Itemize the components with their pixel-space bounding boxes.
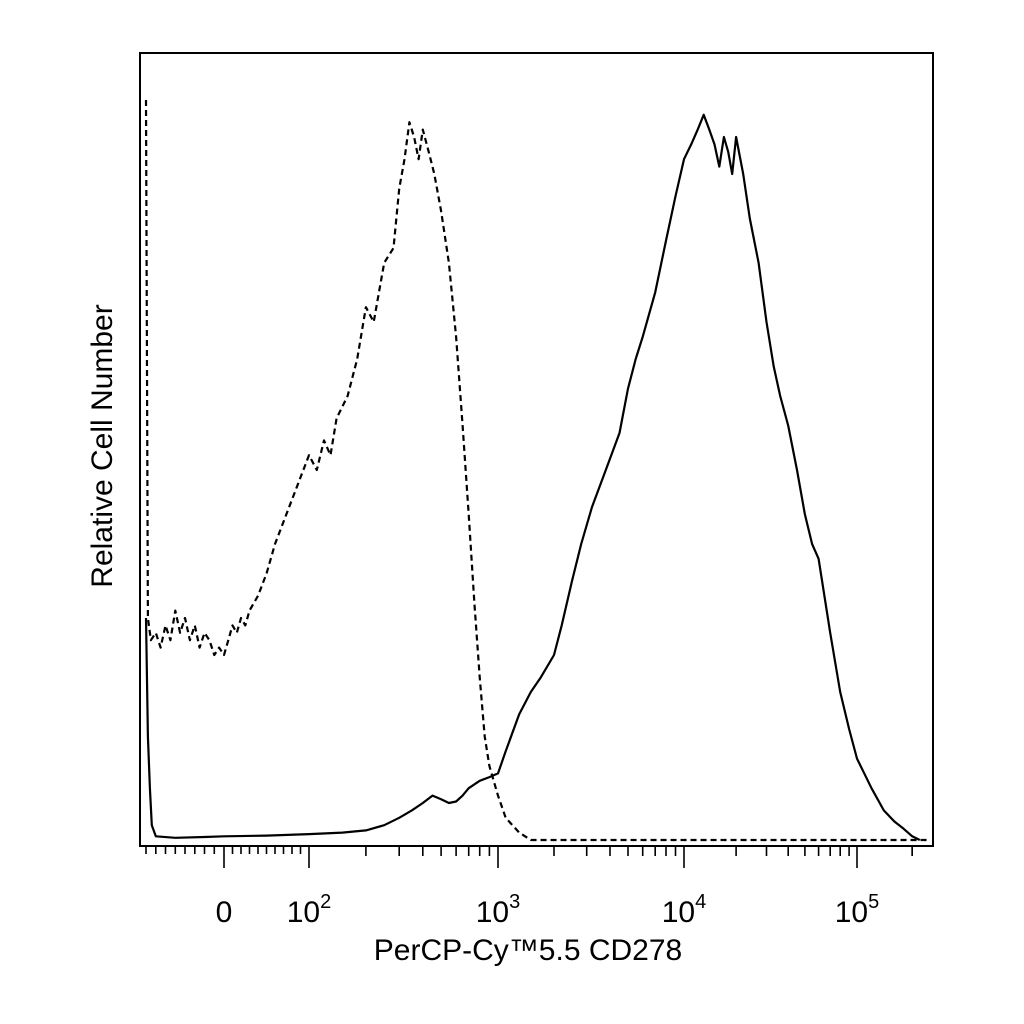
x-axis-title: PerCP-Cy™5.5 CD278 <box>374 934 682 967</box>
x-tick-label: 104 <box>662 891 707 929</box>
x-tick-label: 105 <box>835 891 880 929</box>
series-line-dashed <box>144 99 930 842</box>
y-axis-title: Relative Cell Number <box>86 304 119 587</box>
plot-frame <box>139 52 934 847</box>
series-layer <box>144 99 930 842</box>
series-line-solid <box>144 113 921 841</box>
x-axis-tick-labels: 0 102 103 104 105 <box>216 891 880 929</box>
x-tick-label: 103 <box>476 891 521 929</box>
x-tick-label: 0 <box>216 896 233 929</box>
x-tick-label: 102 <box>287 891 332 929</box>
x-axis-ticks <box>145 846 914 868</box>
